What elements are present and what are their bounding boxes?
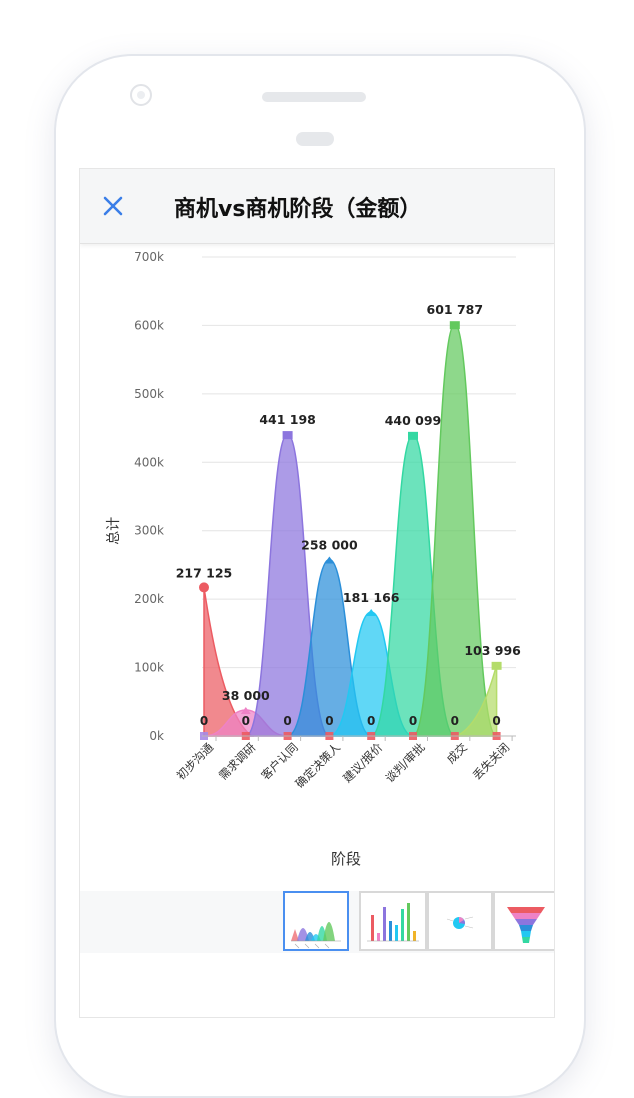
y-axis-ticks: 0k 100k 200k 300k 400k 500k 600k 700k <box>134 250 164 743</box>
series-marker <box>366 609 377 617</box>
data-label: 441 198 <box>259 412 316 427</box>
series-marker <box>240 706 251 714</box>
area-chart-icon <box>291 922 341 949</box>
thumbnail-area-chart[interactable] <box>283 891 349 951</box>
close-button[interactable] <box>98 191 128 221</box>
y-tick-label: 400k <box>134 455 164 469</box>
data-label: 258 000 <box>301 537 358 552</box>
pie-chart-icon <box>446 916 474 929</box>
x-tick-label: 谈判/审批 <box>382 740 428 786</box>
zero-label: 0 <box>367 714 375 728</box>
app-header: 商机vs商机阶段（金额） <box>80 169 554 244</box>
x-tick-label: 客户认同 <box>258 740 300 782</box>
series-marker <box>324 556 335 564</box>
camera-icon <box>130 84 152 106</box>
series-marker <box>449 321 460 330</box>
zero-label: 0 <box>409 714 417 728</box>
data-label: 440 099 <box>385 413 442 428</box>
x-tick-label: 需求调研 <box>216 740 259 783</box>
bar-chart-icon <box>367 903 419 942</box>
data-label: 601 787 <box>427 302 484 317</box>
y-tick-label: 700k <box>134 250 164 264</box>
x-tick-label: 建议/报价 <box>340 740 386 786</box>
data-label: 217 125 <box>176 565 233 580</box>
series-marker <box>491 661 502 670</box>
zero-label: 0 <box>492 714 500 728</box>
x-tick-label: 初步沟通 <box>174 740 217 783</box>
close-icon <box>103 196 123 216</box>
zero-label: 0 <box>283 714 291 728</box>
series-marker <box>282 431 293 440</box>
zero-label: 0 <box>451 714 459 728</box>
y-tick-label: 600k <box>134 318 164 332</box>
y-tick-label: 300k <box>134 524 164 538</box>
y-tick-label: 200k <box>134 592 164 606</box>
chart-series <box>199 321 502 737</box>
series-marker <box>199 582 209 593</box>
app-screen: 商机vs商机阶段（金额） 0k 100k 200k 300k 400k 500k 600k 7… <box>79 168 555 1018</box>
y-tick-label: 500k <box>134 387 164 401</box>
x-tick-label: 丢失关闭 <box>470 740 512 782</box>
zero-label: 0 <box>200 714 208 728</box>
chart-type-selector <box>80 891 554 953</box>
data-label: 181 166 <box>343 590 400 605</box>
x-tick-label: 确定决策人 <box>292 740 343 791</box>
data-label: 38 000 <box>222 688 270 703</box>
data-label: 103 996 <box>464 643 521 658</box>
thumbnail-funnel-chart[interactable] <box>493 891 554 951</box>
thumbnail-pie-chart[interactable] <box>427 891 493 951</box>
x-axis-label: 阶段 <box>331 850 361 868</box>
page-title: 商机vs商机阶段（金额） <box>174 197 422 222</box>
zero-label: 0 <box>242 714 250 728</box>
y-tick-label: 100k <box>134 661 164 675</box>
y-axis-label: 总计 <box>106 517 122 545</box>
x-tick-label: 成交 <box>444 740 471 767</box>
thumbnail-bar-chart[interactable] <box>359 891 427 951</box>
proximity-sensor <box>296 132 334 146</box>
zero-labels: 0 0 0 0 0 0 0 0 <box>200 714 501 728</box>
data-labels: 217 125 38 000 441 198 258 000 181 166 440 09… <box>176 302 521 703</box>
zero-label: 0 <box>325 714 333 728</box>
area-chart: 0k 100k 200k 300k 400k 500k 600k 700k 0 0 0 0 0 0 00 … <box>106 250 521 868</box>
y-tick-label: 0k <box>149 729 164 743</box>
funnel-chart-icon <box>507 907 545 943</box>
series-marker <box>408 431 418 440</box>
speaker-grille <box>262 92 366 102</box>
